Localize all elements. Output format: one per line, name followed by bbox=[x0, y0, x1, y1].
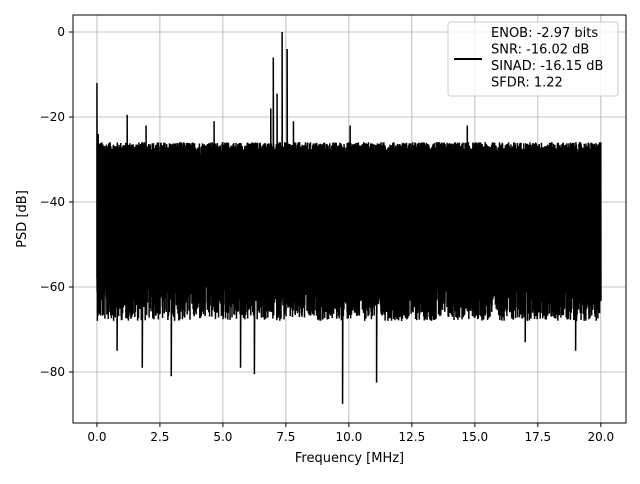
y-tick-label: −80 bbox=[40, 365, 65, 379]
y-tick-label: −60 bbox=[40, 280, 65, 294]
y-tick-label: 0 bbox=[57, 25, 65, 39]
y-axis-label: PSD [dB] bbox=[15, 190, 30, 248]
x-tick-label: 15.0 bbox=[461, 430, 488, 444]
x-tick-label: 12.5 bbox=[398, 430, 425, 444]
x-tick-label: 17.5 bbox=[524, 430, 551, 444]
x-tick-label: 0.0 bbox=[87, 430, 106, 444]
y-tick-label: −20 bbox=[40, 110, 65, 124]
legend-sinad: SINAD: -16.15 dB bbox=[491, 59, 603, 74]
x-tick-label: 5.0 bbox=[213, 430, 232, 444]
x-tick-label: 10.0 bbox=[336, 430, 363, 444]
legend: ENOB: -2.97 bits SNR: -16.02 dB SINAD: -… bbox=[448, 22, 618, 96]
x-axis-label: Frequency [MHz] bbox=[295, 451, 404, 466]
x-tick-label: 2.5 bbox=[150, 430, 169, 444]
legend-sfdr: SFDR: 1.22 bbox=[491, 76, 563, 91]
legend-enob: ENOB: -2.97 bits bbox=[491, 26, 598, 41]
y-tick-label: −40 bbox=[40, 195, 65, 209]
x-tick-label: 20.0 bbox=[587, 430, 614, 444]
legend-snr: SNR: -16.02 dB bbox=[491, 43, 589, 58]
x-tick-label: 7.5 bbox=[276, 430, 295, 444]
